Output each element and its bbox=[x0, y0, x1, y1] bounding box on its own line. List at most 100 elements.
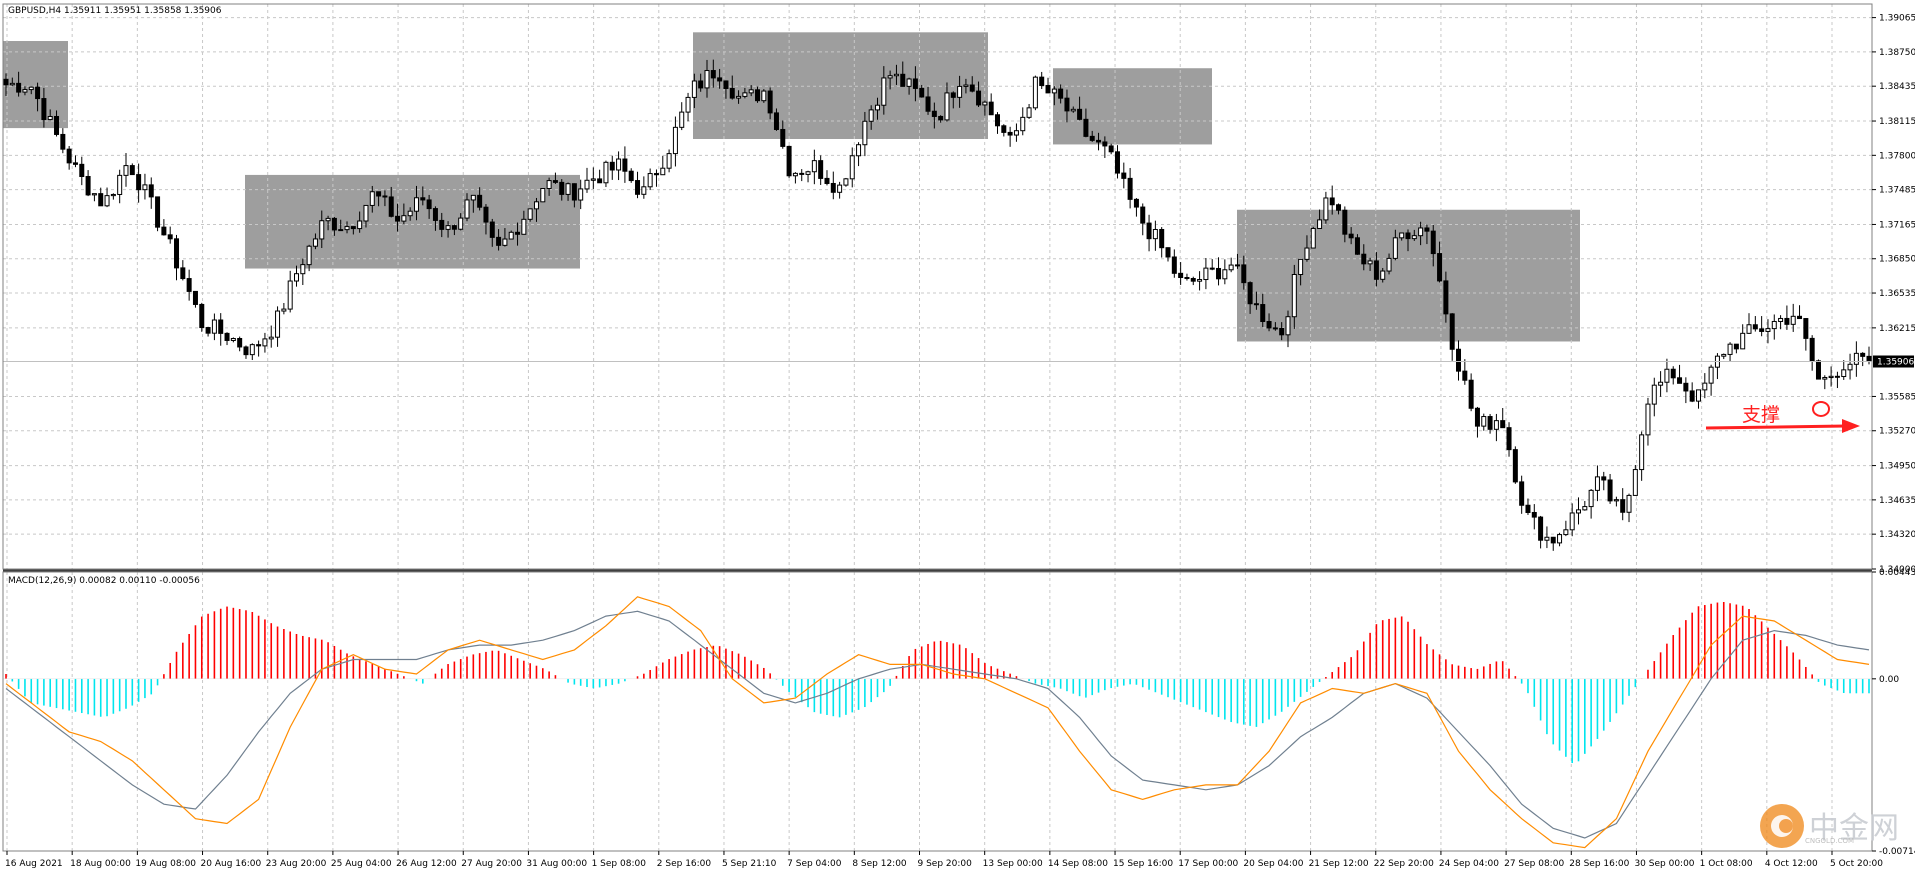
candle-bear bbox=[1759, 328, 1765, 332]
candle-bear bbox=[1146, 222, 1152, 240]
candle-bear bbox=[653, 173, 659, 176]
candle-bull bbox=[540, 187, 546, 203]
candle-bear bbox=[136, 174, 142, 191]
candle-bull bbox=[849, 155, 855, 180]
candle-bear bbox=[1683, 382, 1689, 392]
candle-bull bbox=[306, 245, 312, 266]
candle-bear bbox=[609, 161, 615, 171]
candle-bull bbox=[666, 153, 672, 169]
candle-bear bbox=[1468, 379, 1474, 409]
candle-bear bbox=[976, 90, 982, 106]
candle-bull bbox=[1298, 258, 1304, 275]
candle-bull bbox=[1380, 270, 1386, 280]
candle-bear bbox=[161, 226, 167, 236]
time-tick-label: 1 Sep 08:00 bbox=[592, 859, 647, 869]
candle-bear bbox=[180, 267, 186, 280]
candle-bull bbox=[1632, 469, 1638, 496]
candle-bull bbox=[1651, 384, 1657, 405]
macd-tick-label: -0.00714 bbox=[1879, 847, 1915, 857]
time-tick-label: 17 Sep 00:00 bbox=[1178, 859, 1238, 869]
candle-bull bbox=[792, 172, 798, 177]
candle-bull bbox=[407, 210, 413, 217]
time-tick-label: 19 Aug 08:00 bbox=[135, 859, 196, 869]
candle-bull bbox=[1664, 368, 1670, 383]
candle-bear bbox=[1096, 139, 1102, 143]
candle-bear bbox=[186, 278, 192, 292]
time-tick-label: 25 Aug 04:00 bbox=[331, 859, 392, 869]
candle-bull bbox=[458, 217, 464, 230]
candle-bull bbox=[1569, 512, 1575, 531]
candle-bear bbox=[1089, 135, 1095, 141]
candle-bear bbox=[1815, 360, 1821, 380]
time-tick-label: 5 Oct 20:00 bbox=[1830, 859, 1883, 869]
consolidation-zones bbox=[3, 32, 1580, 342]
watermark-logo: 中金网 CNGOLD.COM bbox=[1760, 804, 1899, 848]
candle-bear bbox=[1506, 427, 1512, 451]
candle-bull bbox=[868, 109, 874, 122]
candle-bull bbox=[944, 92, 950, 121]
candle-bull bbox=[470, 194, 476, 201]
candle-bull bbox=[1639, 434, 1645, 471]
macd-histogram bbox=[3, 602, 1872, 764]
candle-bull bbox=[1613, 499, 1619, 502]
candle-bear bbox=[1834, 375, 1840, 378]
candle-bear bbox=[243, 346, 249, 356]
candle-bull bbox=[508, 231, 514, 240]
candle-bear bbox=[780, 128, 786, 147]
price-tick-label: 1.38750 bbox=[1879, 48, 1915, 58]
time-tick-label: 4 Oct 12:00 bbox=[1765, 859, 1818, 869]
candle-bull bbox=[281, 308, 287, 312]
candle-bear bbox=[1165, 247, 1171, 258]
candle-bull bbox=[1367, 260, 1373, 265]
candle-bull bbox=[1790, 315, 1796, 325]
candle-bear bbox=[1809, 337, 1815, 362]
candle-bull bbox=[685, 96, 691, 113]
time-tick-label: 18 Aug 00:00 bbox=[70, 859, 131, 869]
price-panel-frame bbox=[2, 3, 1873, 570]
candle-bear bbox=[16, 82, 22, 93]
candle-bear bbox=[54, 115, 60, 135]
candle-bear bbox=[950, 92, 956, 98]
candle-bear bbox=[597, 178, 603, 184]
candle-bear bbox=[1247, 282, 1253, 305]
candle-bear bbox=[994, 114, 1000, 127]
candle-bear bbox=[66, 148, 72, 164]
candle-bear bbox=[1209, 267, 1215, 270]
candle-bull bbox=[672, 126, 678, 155]
candle-bear bbox=[799, 172, 805, 175]
watermark-url: CNGOLD.COM bbox=[1805, 837, 1854, 845]
current-price-label: 1.35906 bbox=[1877, 358, 1914, 368]
candle-bull bbox=[9, 82, 15, 86]
time-tick-label: 21 Sep 12:00 bbox=[1309, 859, 1369, 869]
candle-bear bbox=[205, 327, 211, 334]
consolidation-zone bbox=[245, 174, 580, 269]
candle-bear bbox=[1550, 536, 1556, 544]
candle-bear bbox=[1443, 280, 1449, 315]
candle-bull bbox=[603, 161, 609, 184]
price-tick-label: 1.39065 bbox=[1879, 14, 1915, 24]
candle-bull bbox=[1727, 343, 1733, 355]
candle-bear bbox=[1689, 390, 1695, 402]
candle-bear bbox=[1336, 204, 1342, 211]
time-tick-label: 26 Aug 12:00 bbox=[396, 859, 457, 869]
candle-bull bbox=[401, 215, 407, 222]
candle-bull bbox=[1594, 476, 1600, 491]
candle-bear bbox=[1266, 321, 1272, 329]
candle-bull bbox=[584, 179, 590, 190]
candle-bull bbox=[1285, 316, 1291, 336]
candle-bear bbox=[1083, 118, 1089, 137]
candle-bear bbox=[1121, 172, 1127, 179]
candle-bear bbox=[1803, 318, 1809, 339]
time-tick-label: 20 Sep 04:00 bbox=[1243, 859, 1303, 869]
candle-bull bbox=[616, 158, 622, 171]
candle-bull bbox=[1544, 536, 1550, 541]
candle-bear bbox=[1114, 151, 1120, 174]
time-axis: 16 Aug 2021 18 Aug 00:00 19 Aug 08:00 20 Au… bbox=[5, 851, 1883, 869]
price-tick-label: 1.34950 bbox=[1879, 462, 1915, 472]
candle-bear bbox=[1733, 343, 1739, 350]
macd-panel-frame bbox=[2, 571, 1873, 852]
candle-bull bbox=[1304, 247, 1310, 260]
candle-bear bbox=[237, 338, 243, 348]
candle-bear bbox=[515, 231, 521, 235]
